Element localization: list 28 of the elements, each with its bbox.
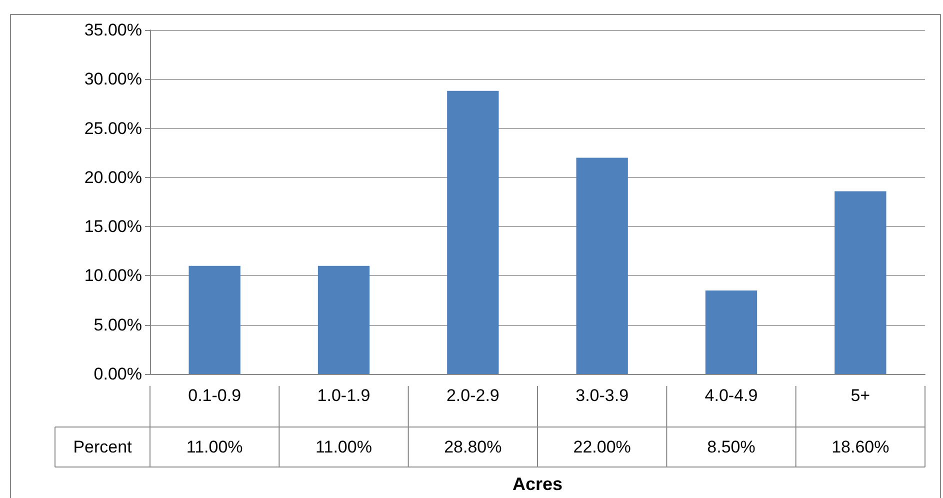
x-tick-label: 1.0-1.9 [317, 386, 370, 405]
text: Percent [73, 438, 132, 456]
bar [834, 191, 886, 374]
y-tick-label: 5.00% [94, 315, 142, 334]
bar [576, 158, 628, 374]
data-label: 8.50% [707, 438, 756, 456]
y-tick-label: 35.00% [84, 20, 142, 40]
bar [318, 266, 370, 374]
data-label: 22.00% [573, 438, 631, 456]
data-label: 11.00% [186, 438, 243, 456]
bar [188, 266, 240, 374]
y-tick-label: 20.00% [84, 168, 142, 187]
y-tick-label: 0.00% [94, 364, 142, 384]
x-axis-title: Acres [512, 474, 563, 494]
bar [705, 290, 758, 374]
y-tick-label: 15.00% [84, 217, 142, 236]
y-tick-label: 25.00% [84, 118, 142, 138]
data-label: 11.00% [316, 438, 372, 456]
x-tick-label: 2.0-2.9 [446, 386, 500, 405]
data-label: 28.80% [444, 438, 502, 456]
x-tick-label: 3.0-3.9 [576, 386, 629, 405]
x-tick-label: 0.1-0.9 [188, 386, 242, 405]
y-tick-label: 30.00% [84, 70, 142, 89]
bar [447, 90, 499, 374]
y-tick-label: 10.00% [84, 266, 142, 286]
x-tick-label: 4.0-4.9 [704, 386, 758, 405]
x-tick-label: 5+ [850, 386, 870, 405]
data-label: 18.60% [832, 438, 890, 456]
